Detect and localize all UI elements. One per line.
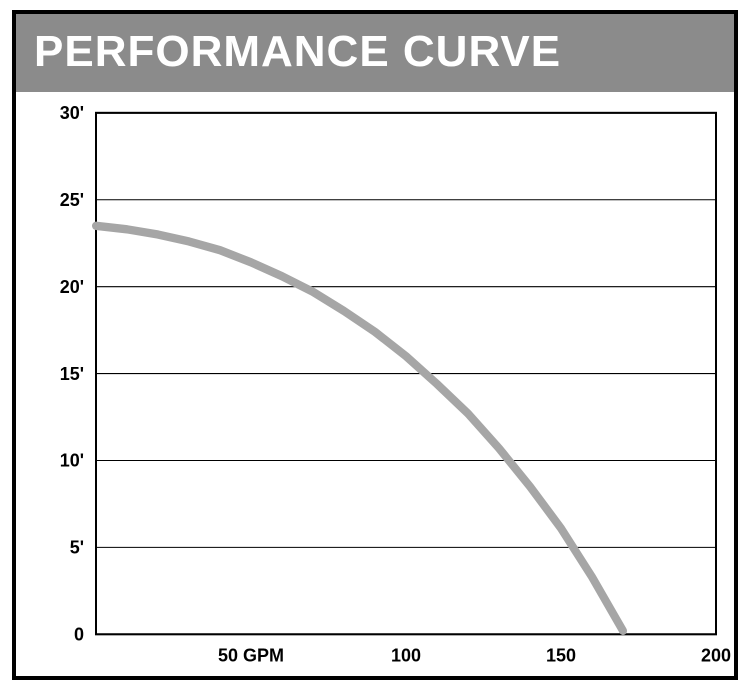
svg-text:25': 25': [60, 189, 84, 210]
svg-text:50 GPM: 50 GPM: [218, 644, 284, 665]
performance-curve-chart: 0 5' 10' 15' 20' 25' 30' 50 GPM 100 150 200: [16, 92, 734, 676]
svg-text:30': 30': [60, 102, 84, 123]
svg-text:15': 15': [60, 362, 84, 383]
svg-text:0: 0: [74, 623, 84, 644]
chart-title: PERFORMANCE CURVE: [16, 14, 734, 92]
svg-text:150: 150: [546, 644, 576, 665]
svg-text:10': 10': [60, 449, 84, 470]
chart-frame: PERFORMANCE CURVE 0 5' 10' 15' 20' 25' 30' 50 G…: [12, 10, 738, 680]
svg-text:200: 200: [701, 644, 731, 665]
plot-area: 0 5' 10' 15' 20' 25' 30' 50 GPM 100 150 200: [16, 92, 734, 676]
svg-text:100: 100: [391, 644, 421, 665]
svg-text:5': 5': [70, 536, 84, 557]
svg-text:20': 20': [60, 276, 84, 297]
